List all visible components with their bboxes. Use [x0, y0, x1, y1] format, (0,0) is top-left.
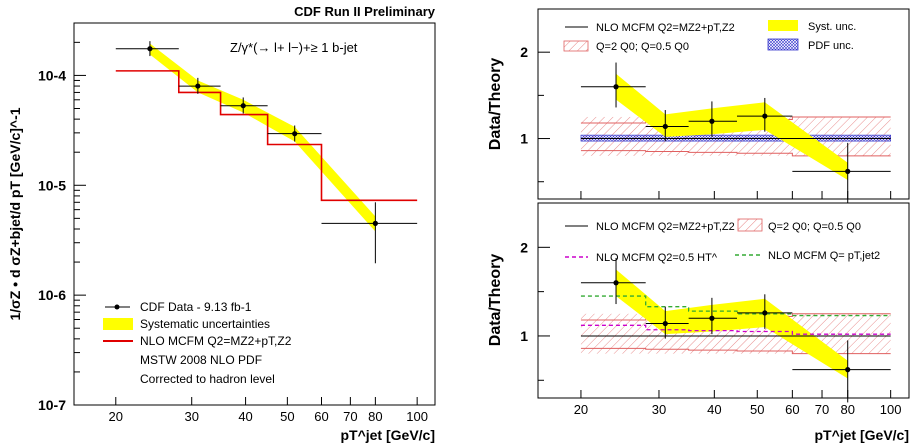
left-legend: CDF Data - 9.13 fb-1 Systematic uncertai…	[103, 300, 292, 386]
data-point	[662, 123, 668, 130]
x-tick-label: 20	[574, 402, 588, 417]
scale-lower-line	[580, 347, 891, 355]
right-bottom-legend-scale: Q=2 Q0; Q=0.5 Q0	[768, 221, 861, 233]
syst-band	[616, 73, 848, 180]
right-bottom-data-points	[580, 257, 891, 403]
x-tick-label: 50	[280, 409, 294, 424]
nlo-step-line	[115, 70, 418, 202]
data-point	[662, 320, 668, 327]
x-tick-label: 40	[238, 409, 252, 424]
right-bottom-syst-band	[616, 269, 848, 379]
syst-band	[616, 269, 848, 379]
right-top-legend-pdf: PDF unc.	[808, 40, 854, 52]
left-ylabel: 1/σZ • d σZ+bjet/d pT [GeV/c]^-1	[7, 107, 23, 320]
data-point	[372, 220, 378, 226]
left-xlabel: pT^jet [GeV/c]	[340, 427, 435, 443]
x-tick-label: 70	[815, 402, 829, 417]
left-legend-note-pdf: MSTW 2008 NLO PDF	[140, 353, 262, 367]
left-legend-data: CDF Data - 9.13 fb-1	[140, 300, 252, 314]
x-tick-label: 30	[184, 409, 198, 424]
data-point	[845, 168, 851, 174]
ptjet-step-line	[580, 295, 891, 317]
y-tick-label: 2	[520, 44, 528, 60]
x-tick-label: 100	[880, 402, 902, 417]
y-tick-label: 1	[520, 131, 528, 147]
right-top-legend-syst: Syst. unc.	[808, 21, 856, 33]
x-tick-label: 80	[368, 409, 382, 424]
left-x-ticks: 20 30 40 50 60 70 80 100	[109, 397, 428, 424]
right-top-legend: NLO MCFM Q2=MZ2+pT,Z2 Q=2 Q0; Q=0.5 Q0 S…	[563, 20, 856, 53]
x-tick-label: 30	[652, 402, 666, 417]
right-top-x-ticks	[580, 191, 892, 199]
syst-band	[149, 43, 376, 232]
data-point	[762, 310, 768, 316]
data-point	[762, 113, 768, 119]
x-tick-label: 80	[840, 402, 854, 417]
right-bottom-frame	[537, 202, 910, 399]
right-top-ylabel: Data/Theory	[487, 58, 504, 151]
left-syst-band	[149, 43, 376, 232]
data-point	[240, 103, 246, 109]
data-point	[709, 118, 715, 124]
x-tick-label: 50	[750, 402, 764, 417]
y-tick-label: 10-4	[38, 67, 66, 83]
left-plot-frame	[73, 22, 436, 406]
right-top-syst-band	[616, 73, 848, 180]
right-bottom-xlabel: pT^jet [GeV/c]	[814, 427, 909, 443]
y-tick-label: 1	[520, 328, 528, 344]
x-tick-label: 40	[707, 402, 721, 417]
figure-title: CDF Run II Preliminary	[294, 4, 436, 19]
data-point	[147, 46, 153, 52]
left-legend-syst: Systematic uncertainties	[140, 317, 270, 331]
left-legend-note-hadron: Corrected to hadron level	[140, 372, 275, 386]
data-point	[195, 83, 201, 89]
left-legend-nlo: NLO MCFM Q2=MZ2+pT,Z2	[140, 334, 292, 348]
right-bottom-ylabel: Data/Theory	[487, 254, 504, 347]
data-point	[613, 84, 619, 90]
right-bottom-legend-ht: NLO MCFM Q2=0.5 HT^	[596, 252, 718, 264]
right-top-legend-scale: Q=2 Q0; Q=0.5 Q0	[596, 41, 689, 53]
right-top-data-points	[580, 62, 891, 204]
left-data-points	[115, 41, 418, 264]
x-tick-label: 20	[109, 409, 123, 424]
x-tick-label: 60	[785, 402, 799, 417]
right-top-frame	[537, 8, 910, 200]
right-bottom-legend-ptjet: NLO MCFM Q= pT,jet2	[768, 250, 880, 262]
left-y-ticks: 10-7 10-6 10-5 10-4	[38, 41, 86, 413]
x-tick-label: 70	[343, 409, 357, 424]
right-top-panel: 12 Data/Theory NLO MCFM Q2=MZ2+pT,Z2 Q=2…	[487, 8, 910, 204]
right-bottom-y-ticks: 12	[520, 239, 550, 381]
y-tick-label: 10-6	[38, 287, 66, 303]
y-tick-label: 10-7	[38, 397, 66, 413]
right-top-legend-nlo: NLO MCFM Q2=MZ2+pT,Z2	[596, 22, 735, 34]
right-top-y-ticks: 12	[520, 44, 550, 183]
x-tick-label: 100	[406, 409, 428, 424]
right-bottom-legend: NLO MCFM Q2=MZ2+pT,Z2 Q=2 Q0; Q=0.5 Q0 N…	[565, 218, 880, 264]
data-point	[709, 315, 715, 321]
right-bottom-x-ticks: 20 30 40 50 60 70 80 100	[574, 390, 902, 417]
data-point	[845, 367, 851, 373]
scale-lower-line	[580, 150, 891, 157]
ht-step-line	[580, 324, 891, 335]
y-tick-label: 10-5	[38, 177, 66, 193]
right-bottom-ptjet-line	[580, 295, 891, 317]
left-process-label: Z/γ*(→ l+ l−)+≥ 1 b-jet	[230, 40, 358, 55]
left-panel: 20 30 40 50 60 70 80 100 10-7 10-6 10-5 10-4 Z/γ*(…	[7, 22, 436, 443]
y-tick-label: 2	[520, 239, 528, 255]
right-bottom-legend-nlo: NLO MCFM Q2=MZ2+pT,Z2	[596, 221, 735, 233]
right-bottom-ht-line	[580, 324, 891, 335]
data-point	[292, 131, 298, 137]
data-point	[613, 280, 619, 286]
right-bottom-panel: 20 30 40 50 60 70 80 100 12 Data/Theory pT^jet …	[487, 202, 910, 443]
x-tick-label: 60	[314, 409, 328, 424]
left-nlo-histogram	[115, 70, 418, 202]
